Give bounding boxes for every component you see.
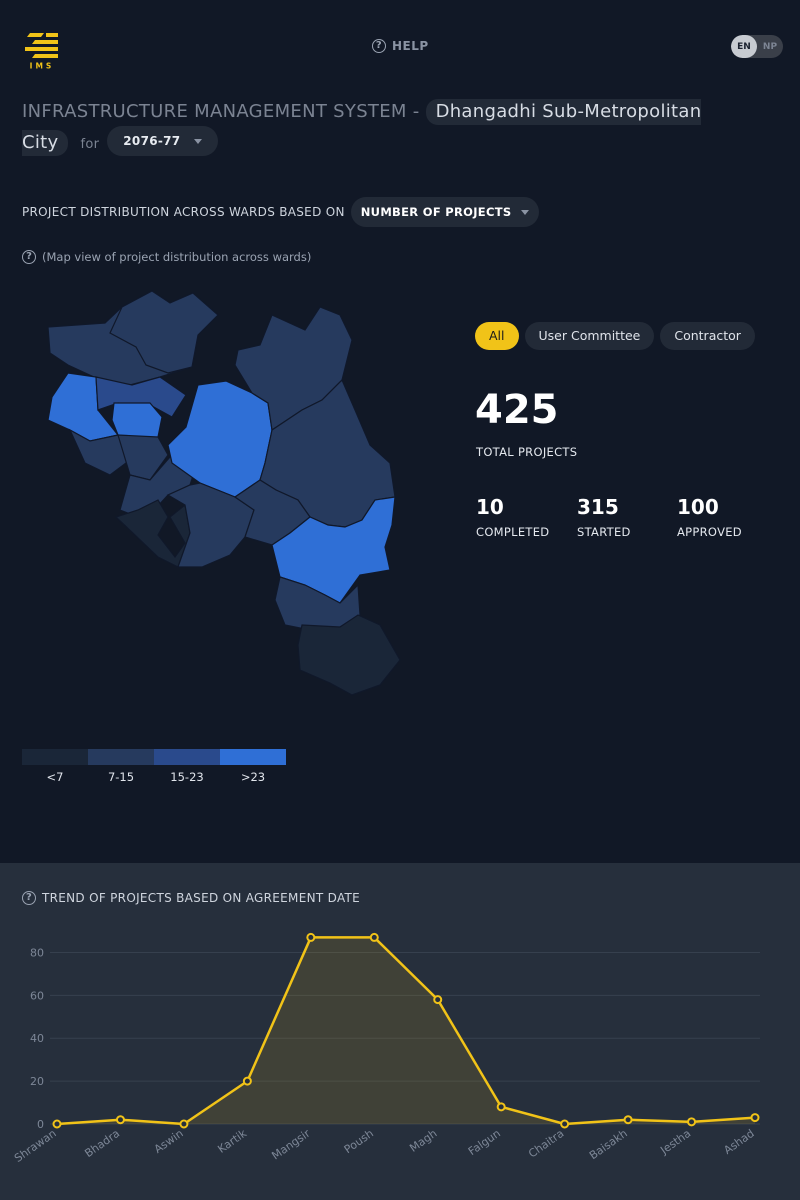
help-label: HELP (392, 39, 429, 53)
x-tick-label: Magh (407, 1127, 439, 1155)
question-icon: ? (372, 39, 386, 53)
stat-label: APPROVED (677, 525, 742, 539)
help-button[interactable]: ? HELP (372, 39, 429, 53)
data-point (433, 995, 443, 1005)
filter-contractor[interactable]: Contractor (660, 322, 755, 350)
legend-item: >23 (220, 749, 286, 784)
stat-value: 315 (577, 495, 619, 519)
y-tick-label: 0 (37, 1118, 44, 1131)
chevron-down-icon (194, 139, 203, 144)
question-icon: ? (22, 250, 36, 264)
trend-title-text: TREND OF PROJECTS BASED ON AGREEMENT DAT… (42, 891, 361, 905)
series-area (57, 937, 755, 1124)
legend-swatch (88, 749, 154, 765)
language-toggle[interactable]: EN NP (731, 35, 783, 58)
legend-label: 15-23 (170, 770, 204, 784)
data-point (560, 1119, 570, 1129)
filter-user-committee[interactable]: User Committee (524, 322, 655, 350)
ward-map (47, 290, 401, 696)
map-legend: <7 7-15 15-23 >23 (22, 749, 286, 784)
data-point (52, 1119, 62, 1129)
x-tick-label: Bhadra (82, 1127, 122, 1160)
stat-completed: 10 COMPLETED (476, 495, 549, 539)
legend-label: 7-15 (107, 770, 135, 784)
trend-chart: 0 20 40 60 80 Shrawan Bhadra Aswin Kartik Mangsir… (12, 932, 760, 1165)
data-point (496, 1102, 506, 1112)
x-tick-label: Mangsir (269, 1127, 312, 1163)
question-icon: ? (22, 891, 36, 905)
y-tick-label: 60 (30, 989, 44, 1002)
legend-item: 7-15 (88, 749, 154, 784)
stat-started: 315 STARTED (577, 495, 631, 539)
ims-logo[interactable]: IMS (22, 30, 62, 70)
total-projects-value: 425 (475, 387, 559, 433)
y-tick-label: 80 (30, 946, 44, 959)
ward-region[interactable] (297, 614, 401, 696)
data-point (750, 1113, 760, 1123)
ward-region[interactable] (109, 290, 219, 374)
stat-label: COMPLETED (476, 525, 550, 539)
legend-item: <7 (22, 749, 88, 784)
ward-region[interactable] (111, 402, 163, 441)
stat-label: STARTED (577, 525, 631, 539)
x-tick-label: Ashad (721, 1127, 756, 1157)
x-tick-label: Poush (342, 1127, 376, 1156)
legend-label: <7 (46, 770, 64, 784)
map-note: ? (Map view of project distribution acro… (22, 250, 311, 264)
filter-all[interactable]: All (475, 322, 519, 350)
x-tick-label: Shrawan (12, 1127, 59, 1165)
legend-item: 15-23 (154, 749, 220, 784)
y-tick-label: 20 (30, 1075, 44, 1088)
distribution-header: PROJECT DISTRIBUTION ACROSS WARDS BASED … (22, 197, 540, 227)
data-point (369, 932, 379, 942)
top-bar: IMS ? HELP EN NP (0, 0, 800, 100)
trend-section: ? TREND OF PROJECTS BASED ON AGREEMENT D… (0, 863, 800, 1200)
year-value: 2076-77 (123, 134, 181, 148)
lang-en[interactable]: EN (731, 35, 757, 58)
x-tick-label: Kartik (215, 1126, 249, 1155)
x-tick-label: Jestha (657, 1127, 693, 1158)
legend-label: >23 (240, 770, 266, 784)
legend-swatch (154, 749, 220, 765)
data-point (115, 1115, 125, 1125)
legend-swatch (22, 749, 88, 765)
chevron-down-icon (521, 210, 530, 215)
series-line (56, 936, 756, 1126)
distribution-dropdown[interactable]: NUMBER OF PROJECTS (350, 197, 540, 227)
distribution-selected: NUMBER OF PROJECTS (360, 205, 512, 219)
data-point (179, 1119, 189, 1129)
data-point (623, 1115, 633, 1125)
distribution-label: PROJECT DISTRIBUTION ACROSS WARDS BASED … (22, 205, 345, 219)
x-tick-label: Chaitra (526, 1127, 566, 1161)
map-note-text: (Map view of project distribution across… (42, 250, 312, 264)
data-point (687, 1117, 697, 1127)
lang-np[interactable]: NP (762, 41, 778, 52)
ward-region[interactable] (114, 499, 191, 568)
project-filter-tabs: All User Committee Contractor (475, 322, 755, 350)
page-title: INFRASTRUCTURE MANAGEMENT SYSTEM - Dhang… (22, 96, 722, 160)
data-point (242, 1076, 252, 1086)
stat-value: 10 (476, 495, 504, 519)
stat-value: 100 (677, 495, 719, 519)
ward-region[interactable] (274, 576, 361, 631)
total-projects-label: TOTAL PROJECTS (476, 445, 578, 459)
year-dropdown[interactable]: 2076-77 (107, 126, 219, 156)
data-point (306, 932, 316, 942)
stat-approved: 100 APPROVED (677, 495, 742, 539)
trend-title: ? TREND OF PROJECTS BASED ON AGREEMENT D… (22, 891, 360, 905)
for-label: for (80, 137, 100, 152)
y-tick-label: 40 (30, 1032, 44, 1045)
ward-region[interactable] (95, 376, 187, 418)
x-tick-label: Aswin (152, 1127, 186, 1156)
title-prefix: INFRASTRUCTURE MANAGEMENT SYSTEM - (22, 101, 426, 122)
ward-region[interactable] (117, 434, 169, 481)
x-tick-label: Falgun (466, 1127, 503, 1158)
legend-swatch (220, 749, 286, 765)
ward-region[interactable] (166, 482, 255, 568)
x-tick-label: Baisakh (587, 1127, 630, 1162)
logo-text: IMS (30, 62, 55, 71)
